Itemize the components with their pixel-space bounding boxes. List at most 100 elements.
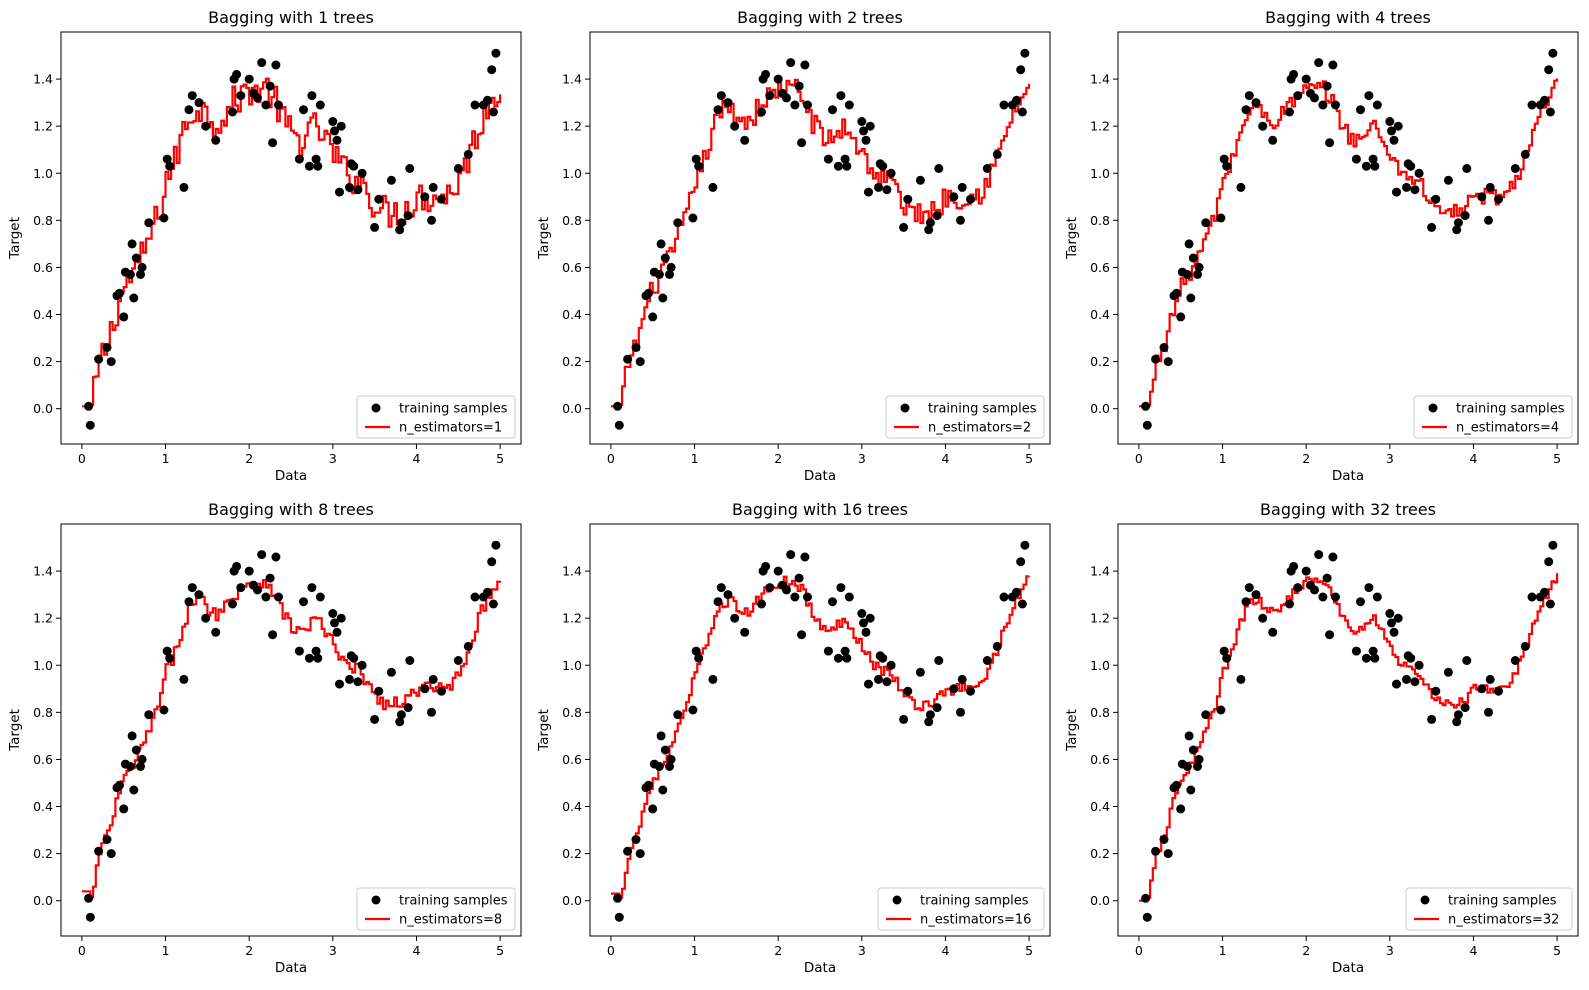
training-sample-point (740, 627, 750, 637)
training-sample-point (427, 707, 436, 717)
x-axis-label: Data (1332, 960, 1364, 976)
x-tick-label: 1 (691, 943, 699, 958)
subplot-title: Bagging with 8 trees (208, 500, 374, 519)
x-tick-label: 5 (1553, 451, 1561, 466)
training-sample-point (1016, 65, 1026, 75)
training-sample-point (1268, 627, 1278, 637)
training-sample-point (673, 218, 683, 228)
training-sample-point (658, 785, 668, 795)
training-sample-point (1328, 552, 1338, 562)
training-sample-point (106, 849, 116, 859)
training-sample-point (794, 81, 804, 91)
training-sample-point (470, 100, 480, 110)
training-sample-point (102, 835, 112, 844)
training-sample-point (635, 357, 645, 367)
training-sample-point (1318, 592, 1328, 602)
y-tick-label: 0.6 (33, 260, 53, 275)
y-tick-label: 0.0 (1090, 893, 1110, 908)
training-sample-point (1244, 91, 1254, 101)
training-sample-point (1494, 194, 1503, 204)
training-sample-point (84, 893, 94, 903)
training-sample-point (1370, 653, 1380, 663)
training-sample-point (294, 154, 304, 164)
training-sample-point (131, 253, 141, 263)
training-sample-point (274, 592, 283, 602)
training-sample-point (828, 105, 837, 115)
training-sample-point (864, 679, 873, 689)
training-sample-point (1452, 225, 1462, 235)
training-sample-point (786, 58, 796, 68)
training-sample-point (453, 656, 463, 665)
training-sample-point (403, 703, 413, 713)
training-sample-point (483, 587, 492, 597)
y-tick-label: 0.4 (33, 307, 53, 322)
training-sample-point (307, 583, 317, 593)
training-sample-point (1142, 420, 1152, 430)
training-sample-point (865, 121, 875, 131)
training-sample-point (713, 105, 723, 115)
legend-scatter-label: training samples (1448, 894, 1557, 909)
axes-frame (60, 523, 522, 937)
legend-scatter-label: training samples (1456, 402, 1565, 417)
y-tick-label: 1.2 (33, 119, 53, 134)
training-sample-point (1268, 135, 1278, 145)
training-sample-point (201, 613, 211, 623)
y-tick-label: 1.4 (33, 564, 53, 579)
training-sample-point (1188, 253, 1198, 263)
prediction-line (610, 575, 1031, 899)
subplot-title: Bagging with 2 trees (737, 8, 903, 27)
y-tick-label: 0.2 (1090, 354, 1110, 369)
y-tick-label: 1.2 (562, 119, 582, 134)
x-tick-label: 4 (1469, 451, 1477, 466)
y-tick-label: 0.4 (1090, 799, 1110, 814)
y-tick-label: 1.4 (1090, 564, 1110, 579)
legend: training samples n_estimators=2 (885, 395, 1045, 439)
training-sample-point (1361, 161, 1371, 171)
training-sample-point (332, 627, 342, 637)
training-sample-point (859, 618, 868, 628)
subplot-5: Bagging with 16 trees 0 1 2 3 4 5 0.0 0.2 0.4 0.6 0… (536, 500, 1051, 976)
training-sample-point (765, 583, 775, 593)
training-sample-point (797, 138, 807, 148)
training-sample-point (304, 161, 314, 171)
training-sample-point (828, 597, 837, 607)
training-sample-point (924, 717, 934, 727)
training-sample-point (1236, 182, 1246, 192)
y-tick-label: 1.0 (562, 166, 582, 181)
subplot-1: Bagging with 1 trees 0 1 2 3 4 5 0.0 0.2 0.4 0.6 0.… (7, 8, 522, 484)
training-sample-point (716, 583, 726, 593)
y-tick-label: 1.0 (1090, 658, 1110, 673)
training-sample-point (349, 161, 359, 171)
training-sample-point (232, 561, 242, 571)
legend-scatter-marker (371, 403, 381, 413)
x-tick-label: 3 (1386, 943, 1394, 958)
y-tick-label: 0.4 (1090, 307, 1110, 322)
training-sample-point (488, 599, 498, 609)
training-sample-point (757, 107, 766, 117)
legend-line-label: n_estimators=32 (1448, 913, 1559, 928)
training-sample-point (688, 213, 698, 223)
y-tick-label: 0.6 (1090, 260, 1110, 275)
x-axis-label: Data (275, 960, 307, 976)
training-sample-point (304, 653, 314, 663)
training-sample-point (782, 585, 791, 595)
axes-frame (589, 523, 1051, 937)
training-sample-point (1540, 95, 1549, 105)
training-sample-point (1406, 653, 1416, 663)
training-sample-point (1389, 135, 1399, 145)
training-sample-point (786, 550, 796, 560)
training-sample-point (315, 592, 325, 602)
subplot-3: Bagging with 4 trees 0 1 2 3 4 5 0.0 0.2 0.4 0.6 0.… (1064, 8, 1579, 484)
training-sample-point (1431, 686, 1441, 696)
y-tick-label: 0.0 (1090, 401, 1110, 416)
training-sample-point (386, 175, 396, 185)
training-sample-point (708, 674, 718, 684)
training-sample-point (1520, 149, 1530, 159)
training-sample-point (470, 592, 480, 602)
training-sample-point (106, 357, 116, 367)
training-sample-point (1236, 674, 1246, 684)
x-tick-label: 2 (245, 451, 253, 466)
training-sample-point (1356, 105, 1365, 115)
training-sample-point (1301, 74, 1311, 84)
training-sample-point (1293, 91, 1303, 101)
